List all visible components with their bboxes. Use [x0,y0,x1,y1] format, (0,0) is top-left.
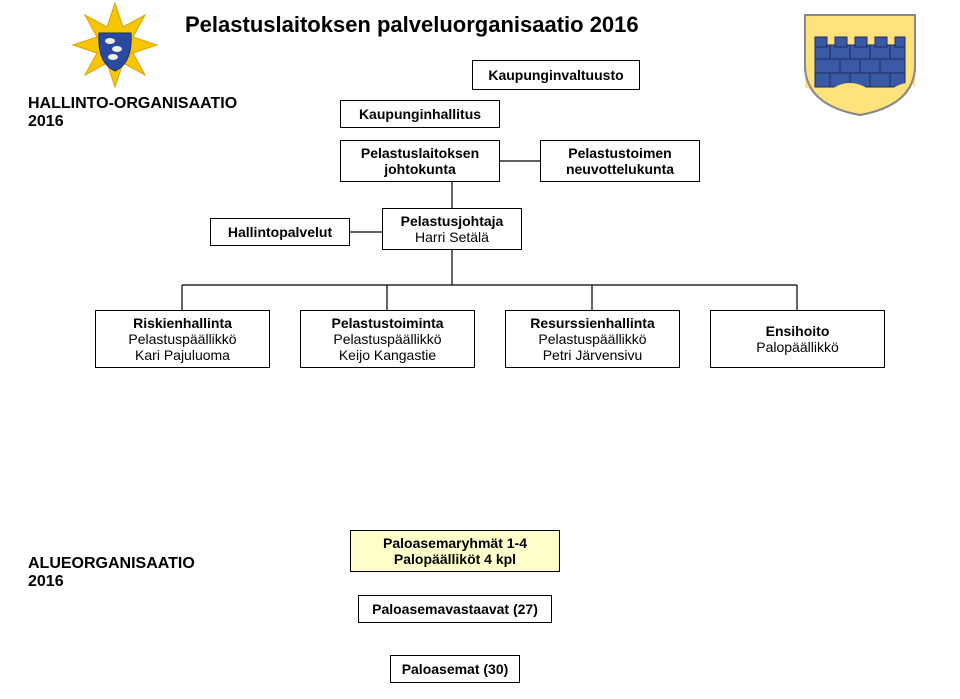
txt-kaupunginvaltuusto: Kaupunginvaltuusto [488,67,623,83]
logo-right [795,5,925,120]
alue-org-label: ALUEORGANISAATIO 2016 [28,555,195,591]
txt-pelastus-title: Pelastuspäällikkö [333,331,441,347]
box-kaupunginhallitus: Kaupunginhallitus [340,100,500,128]
txt-paloasemavastaavat: Paloasemavastaavat (27) [372,601,538,617]
txt-resurssi-title: Pelastuspäällikkö [538,331,646,347]
hallinto-year-text: 2016 [28,113,64,130]
txt-pelastuslaitoksen: Pelastuslaitoksen [361,145,479,161]
box-pelastusjohtaja: Pelastusjohtaja Harri Setälä [382,208,522,250]
box-kaupunginvaltuusto: Kaupunginvaltuusto [472,60,640,90]
box-hallintopalvelut: Hallintopalvelut [210,218,350,246]
box-riskienhallinta: Riskienhallinta Pelastuspäällikkö Kari P… [95,310,270,368]
logo-left [60,0,170,90]
txt-ensi-title: Palopäällikkö [756,339,839,355]
txt-palopaallikot: Palopäälliköt 4 kpl [394,551,516,567]
box-resurssienhallinta: Resurssienhallinta Pelastuspäällikkö Pet… [505,310,680,368]
alue-org-text: ALUEORGANISAATIO [28,555,195,572]
txt-neuvottelukunta: neuvottelukunta [566,161,674,177]
txt-ensihoito: Ensihoito [766,323,830,339]
box-ensihoito: Ensihoito Palopäällikkö [710,310,885,368]
box-paloasemavastaavat: Paloasemavastaavat (27) [358,595,552,623]
box-johtokunta: Pelastuslaitoksen johtokunta [340,140,500,182]
txt-johtokunta: johtokunta [384,161,456,177]
box-paloasemaryhmat: Paloasemaryhmät 1-4 Palopäälliköt 4 kpl [350,530,560,572]
hallinto-org-text: HALLINTO-ORGANISAATIO [28,95,237,112]
txt-pelastus-name: Keijo Kangastie [339,347,436,363]
txt-harri-setala: Harri Setälä [415,229,489,245]
txt-paloasemat: Paloasemat (30) [402,661,509,677]
alue-year-text: 2016 [28,573,64,590]
txt-paloasemaryhmat: Paloasemaryhmät 1-4 [383,535,527,551]
hallinto-org-label: HALLINTO-ORGANISAATIO 2016 [28,95,237,131]
box-pelastustoiminta: Pelastustoiminta Pelastuspäällikkö Keijo… [300,310,475,368]
txt-hallintopalvelut: Hallintopalvelut [228,224,332,240]
page-title: Pelastuslaitoksen palveluorganisaatio 20… [185,12,639,38]
txt-riskien-title: Pelastuspäällikkö [128,331,236,347]
txt-pelastustoiminta: Pelastustoiminta [331,315,443,331]
box-neuvottelukunta: Pelastustoimen neuvottelukunta [540,140,700,182]
txt-pelastusjohtaja: Pelastusjohtaja [401,213,504,229]
txt-resurssienhallinta: Resurssienhallinta [530,315,655,331]
txt-pelastustoimen: Pelastustoimen [568,145,671,161]
txt-resurssi-name: Petri Järvensivu [543,347,643,363]
box-paloasemat: Paloasemat (30) [390,655,520,683]
txt-riskien-name: Kari Pajuluoma [135,347,230,363]
txt-riskienhallinta: Riskienhallinta [133,315,232,331]
txt-kaupunginhallitus: Kaupunginhallitus [359,106,481,122]
